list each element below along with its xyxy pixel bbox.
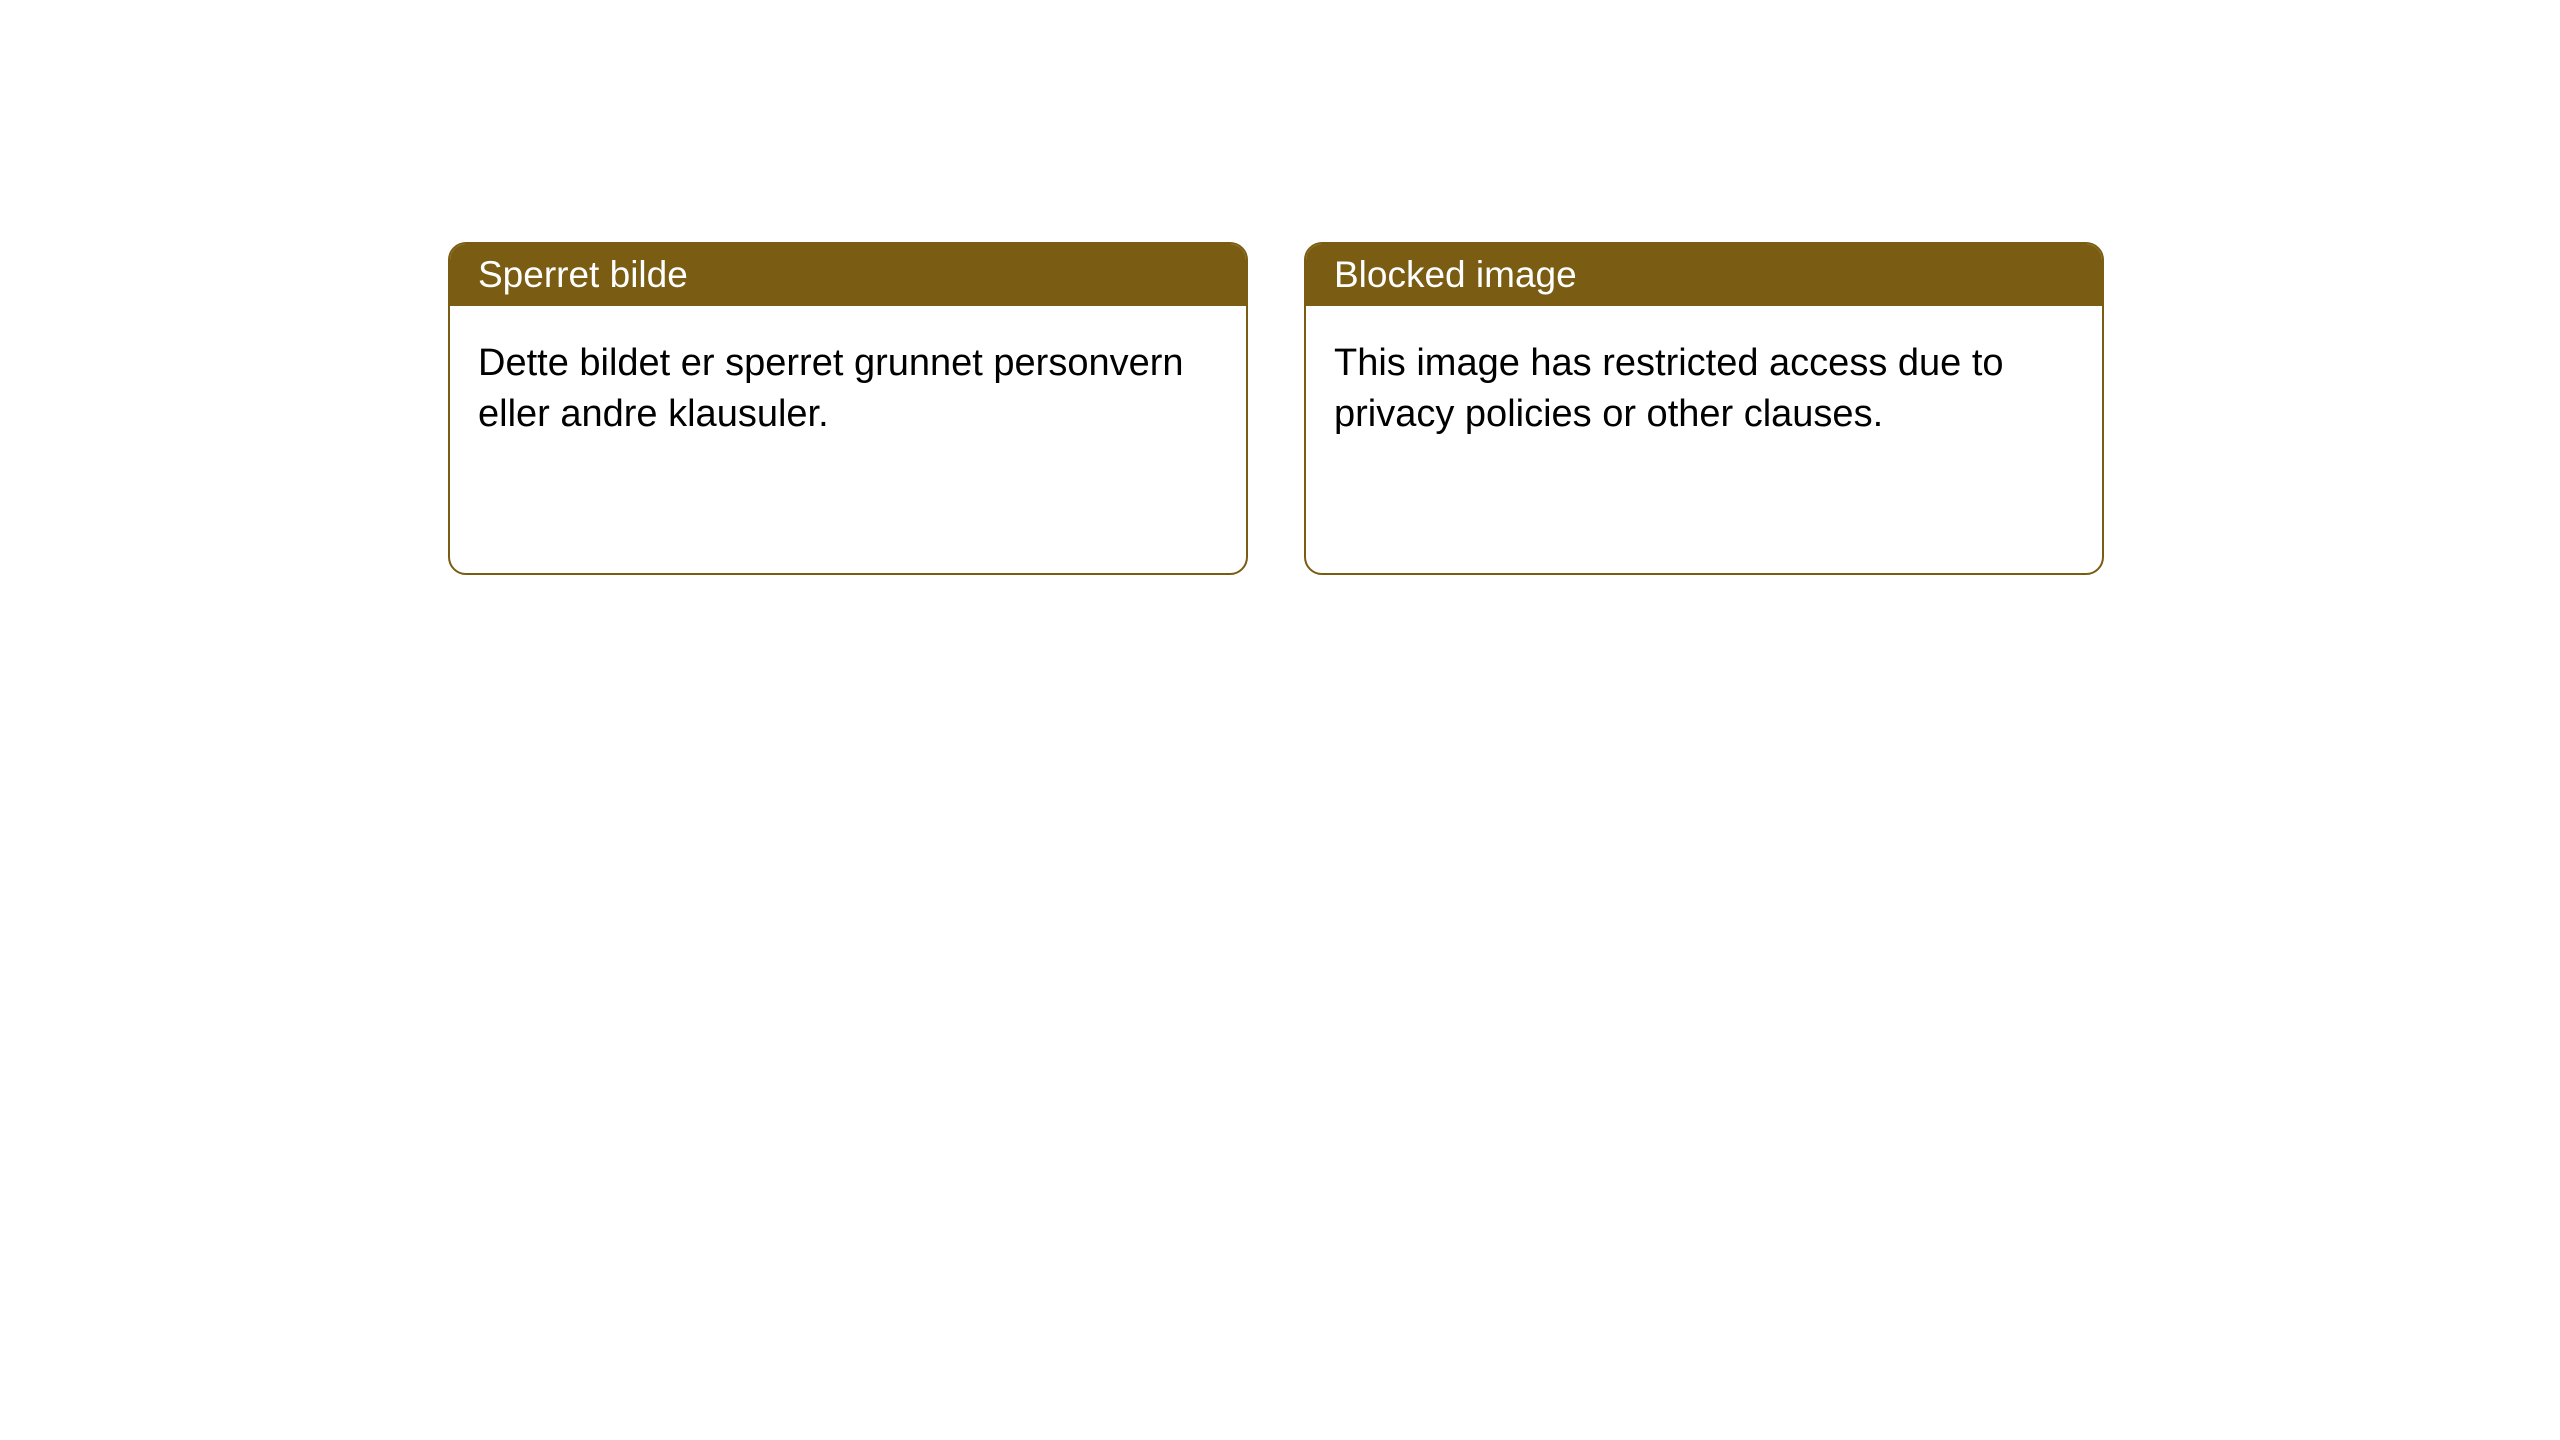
blocked-image-card-en: Blocked image This image has restricted … [1304, 242, 2104, 575]
card-body-text: This image has restricted access due to … [1306, 306, 2102, 473]
blocked-image-card-no: Sperret bilde Dette bildet er sperret gr… [448, 242, 1248, 575]
card-title: Sperret bilde [450, 244, 1246, 306]
notice-container: Sperret bilde Dette bildet er sperret gr… [0, 0, 2560, 575]
card-body-text: Dette bildet er sperret grunnet personve… [450, 306, 1246, 473]
card-title: Blocked image [1306, 244, 2102, 306]
